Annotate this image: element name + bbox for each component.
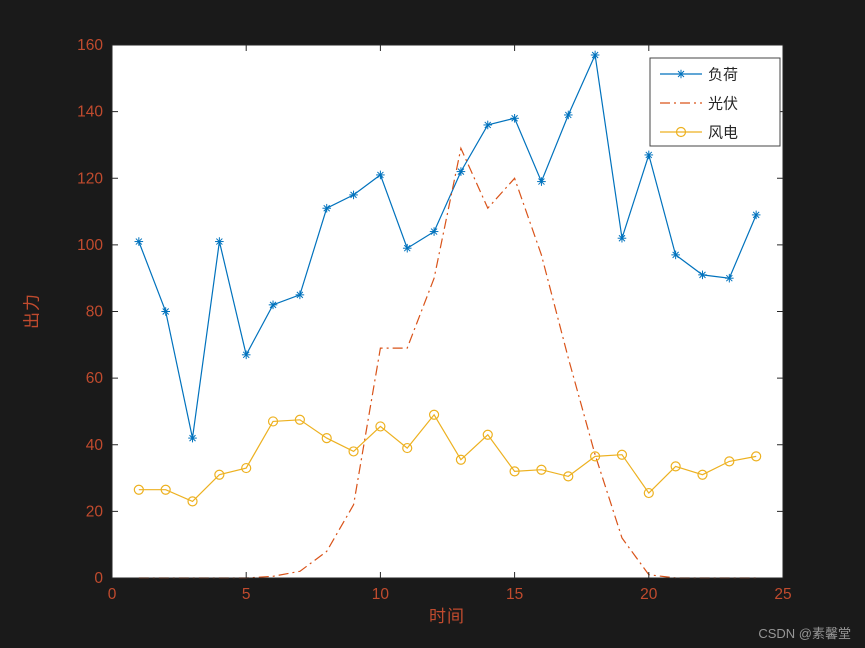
asterisk-marker <box>644 150 654 160</box>
asterisk-marker <box>725 273 734 283</box>
y-tick-label: 80 <box>86 304 104 321</box>
y-tick-label: 60 <box>86 370 104 387</box>
y-tick-label: 100 <box>77 237 103 254</box>
circle-marker <box>670 461 681 472</box>
asterisk-marker <box>295 290 305 300</box>
circle-marker <box>563 471 574 482</box>
asterisk-marker <box>751 210 761 220</box>
asterisk-marker <box>537 177 546 186</box>
y-tick-label: 140 <box>77 104 103 121</box>
series-load <box>134 50 761 443</box>
asterisk-marker <box>134 237 144 246</box>
legend-entry-wind: 风电 <box>660 125 738 142</box>
x-axis-label: 时间 <box>429 607 465 626</box>
series-line-load <box>138 52 757 439</box>
y-axis-label: 出力 <box>22 293 42 329</box>
circle-marker <box>643 487 654 499</box>
circle-marker <box>455 454 467 465</box>
circle-marker <box>375 421 386 432</box>
circle-marker <box>133 484 144 495</box>
asterisk-marker <box>322 203 332 213</box>
asterisk-marker <box>671 250 680 260</box>
asterisk-marker <box>402 243 412 253</box>
y-tick-label: 120 <box>77 170 103 187</box>
x-tick-label: 0 <box>108 586 117 603</box>
series-wind <box>133 409 762 507</box>
circle-marker <box>536 464 547 475</box>
circle-marker <box>241 462 252 474</box>
circle-marker <box>697 469 708 480</box>
circle-marker <box>590 451 601 462</box>
y-tick-label: 20 <box>86 503 104 520</box>
x-tick-label: 25 <box>774 586 791 603</box>
circle-marker <box>675 126 687 138</box>
asterisk-marker <box>590 50 600 60</box>
x-tick-label: 10 <box>372 586 390 603</box>
circle-marker <box>160 484 171 495</box>
circle-marker <box>321 432 332 444</box>
circle-marker <box>616 449 628 460</box>
legend-box <box>649 57 781 147</box>
asterisk-marker <box>241 350 251 360</box>
circle-marker <box>267 416 279 427</box>
asterisk-marker <box>456 167 466 176</box>
asterisk-marker <box>698 270 707 280</box>
circle-marker <box>348 446 359 457</box>
circle-marker <box>751 451 762 462</box>
legend-label: 负荷 <box>708 67 738 84</box>
circle-marker <box>428 409 440 420</box>
circle-marker <box>187 496 198 507</box>
asterisk-marker <box>161 307 170 316</box>
asterisk-marker <box>376 170 385 180</box>
circle-marker <box>402 442 413 454</box>
circle-marker <box>482 429 493 440</box>
asterisk-marker <box>617 233 627 243</box>
asterisk-marker <box>188 433 197 443</box>
y-tick-label: 0 <box>94 570 103 587</box>
x-tick-label: 5 <box>242 586 251 603</box>
legend-entry-pv: 光伏 <box>660 96 738 113</box>
y-tick-label: 160 <box>77 37 103 54</box>
asterisk-marker <box>429 227 439 236</box>
asterisk-marker <box>349 190 358 200</box>
x-tick-label: 20 <box>640 586 658 603</box>
asterisk-marker <box>676 69 686 79</box>
legend-entry-load: 负荷 <box>660 67 738 84</box>
asterisk-marker <box>510 113 519 123</box>
asterisk-marker <box>483 120 493 130</box>
x-tick-label: 15 <box>506 586 523 603</box>
legend-label: 风电 <box>708 125 738 142</box>
circle-marker <box>294 414 305 425</box>
asterisk-marker <box>563 110 573 120</box>
watermark: CSDN @素馨堂 <box>758 626 851 641</box>
asterisk-marker <box>268 300 278 310</box>
circle-marker <box>724 456 735 467</box>
y-tick-label: 40 <box>86 437 104 454</box>
circle-marker <box>509 466 520 477</box>
circle-marker <box>214 469 225 480</box>
asterisk-marker <box>215 237 224 246</box>
legend-label: 光伏 <box>708 96 738 113</box>
